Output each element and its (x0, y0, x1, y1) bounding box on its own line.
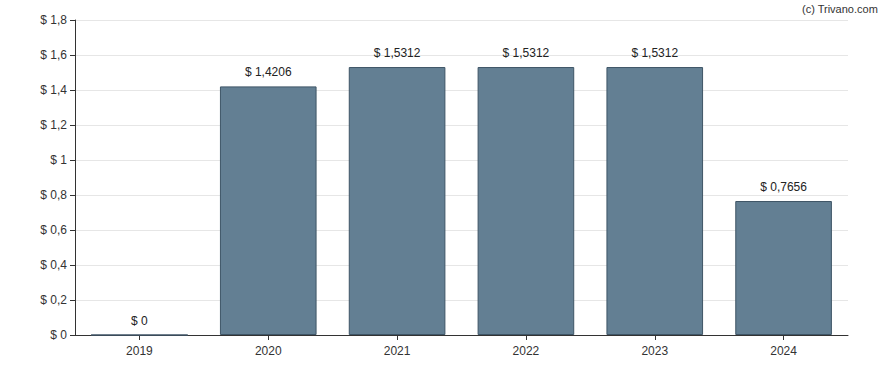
svg-text:$ 1,5312: $ 1,5312 (503, 46, 550, 60)
svg-text:$ 1,5312: $ 1,5312 (374, 46, 421, 60)
svg-text:2020: 2020 (255, 344, 282, 358)
svg-text:$ 1: $ 1 (50, 153, 67, 167)
svg-text:2023: 2023 (641, 344, 668, 358)
svg-text:$ 0,7656: $ 0,7656 (760, 180, 807, 194)
svg-text:2024: 2024 (770, 344, 797, 358)
svg-text:(c) Trivano.com: (c) Trivano.com (802, 3, 878, 15)
svg-text:$ 0,8: $ 0,8 (40, 188, 67, 202)
svg-text:$ 1,5312: $ 1,5312 (631, 46, 678, 60)
svg-text:$ 1,6: $ 1,6 (40, 48, 67, 62)
svg-text:$ 1,4: $ 1,4 (40, 83, 67, 97)
svg-text:2019: 2019 (126, 344, 153, 358)
svg-text:$ 1,8: $ 1,8 (40, 13, 67, 27)
svg-text:$ 1,4206: $ 1,4206 (245, 65, 292, 79)
svg-text:$ 0,2: $ 0,2 (40, 293, 67, 307)
svg-text:$ 0,6: $ 0,6 (40, 223, 67, 237)
svg-text:2022: 2022 (513, 344, 540, 358)
svg-text:$ 0,4: $ 0,4 (40, 258, 67, 272)
svg-text:$ 0: $ 0 (50, 328, 67, 342)
svg-text:$ 1,2: $ 1,2 (40, 118, 67, 132)
svg-text:$ 0: $ 0 (131, 314, 148, 328)
svg-text:2021: 2021 (384, 344, 411, 358)
